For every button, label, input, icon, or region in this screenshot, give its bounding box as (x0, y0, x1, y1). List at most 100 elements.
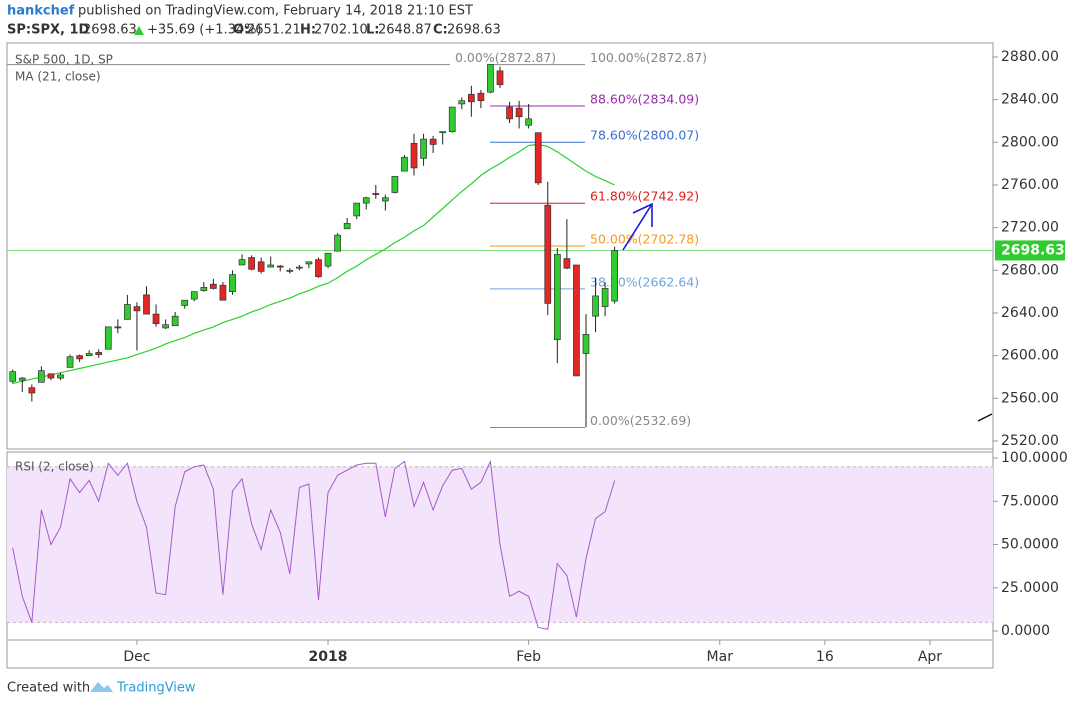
ohlc-value: 2702.10 (314, 23, 368, 38)
candle-body (429, 138, 437, 145)
ohlc-label: O: (233, 23, 249, 38)
candle-body (18, 377, 26, 381)
candle-body (114, 326, 122, 329)
candle-body (458, 100, 466, 105)
candle-body (257, 261, 265, 272)
candle-body (276, 265, 284, 268)
author[interactable]: hankchef (7, 4, 75, 19)
candle-body (133, 306, 141, 312)
candle-body (362, 197, 370, 204)
y-tick-label: 2760.00 (1001, 177, 1059, 193)
candle-body (219, 284, 227, 301)
candle-body (401, 156, 408, 172)
ma-line (12, 143, 615, 384)
x-tick-label: Dec (123, 649, 150, 665)
candle-body (506, 106, 513, 120)
symbol: SP:SPX, 1D (7, 23, 90, 38)
candle-body (534, 132, 542, 184)
y-tick-label: 2560.00 (1001, 390, 1059, 406)
candle-body (85, 353, 93, 357)
ohlc-value: 2651.21 (247, 23, 301, 38)
candle-body (296, 266, 303, 269)
candle-body (171, 315, 179, 327)
y-tick-label: 2680.00 (1001, 262, 1059, 278)
candle-body (248, 257, 255, 270)
up-arrow-icon (134, 26, 144, 35)
ohlc-value: 2698.63 (447, 23, 501, 38)
fib-label: 0.00%(2872.87) (455, 50, 556, 65)
y-tick-label: 25.0000 (1001, 580, 1059, 596)
candle-body (420, 138, 427, 159)
candle-body (477, 92, 485, 102)
x-tick-label: 16 (816, 649, 834, 665)
y-tick-label: 2600.00 (1001, 348, 1059, 364)
candle-body (66, 356, 74, 368)
candle-body (143, 294, 150, 315)
candle-body (448, 106, 456, 132)
fib-label: 78.60%(2800.07) (590, 128, 699, 143)
fib-label: 100.00%(2872.87) (590, 50, 707, 65)
candle-body (9, 371, 17, 382)
fib-label: 88.60%(2834.09) (590, 91, 699, 106)
last: 2698.63 (83, 23, 137, 38)
candle-body (381, 197, 389, 202)
candle-body (353, 202, 361, 217)
candle-body (343, 223, 351, 230)
candle-body (190, 291, 198, 300)
footer-brand[interactable]: TradingView (116, 681, 196, 696)
rsi-line (12, 459, 616, 630)
ohlc-label: H: (300, 23, 316, 38)
candle-body (152, 313, 160, 325)
candle-body (305, 261, 313, 265)
candle-body (38, 370, 45, 383)
candle-body (515, 107, 523, 118)
x-tick-label: 2018 (309, 649, 348, 665)
candle-body (57, 374, 64, 379)
y-tick-label: 50.0000 (1001, 537, 1059, 553)
published: published on TradingView.com, February 1… (78, 4, 473, 19)
candle-body (334, 234, 341, 252)
candle-body (124, 304, 131, 320)
fib-label: 50.00%(2702.78) (590, 232, 699, 247)
candle-body (592, 295, 599, 317)
y-tick-label: 2520.00 (1001, 433, 1059, 449)
y-tick-label: 2880.00 (1001, 49, 1059, 65)
candle-body (324, 252, 332, 267)
ohlc-label: C: (433, 23, 448, 38)
tradingview-logo[interactable] (90, 682, 113, 692)
x-tick-label: Apr (918, 649, 942, 665)
candle-body (95, 352, 103, 355)
legend-entry: MA (21, close) (15, 70, 101, 84)
candle-body (582, 333, 590, 354)
y-tick-label: 0.0000 (1001, 623, 1050, 639)
y-tick-label: 75.0000 (1001, 493, 1059, 509)
candle-body (525, 118, 533, 126)
ohlc-value: 2648.87 (378, 23, 432, 38)
candle-body (573, 264, 580, 377)
candle-body (104, 326, 112, 350)
y-tick-label: 2640.00 (1001, 305, 1059, 321)
fib-label: 61.80%(2742.92) (590, 189, 699, 204)
drawn-arrow-head (632, 202, 653, 227)
footer-created: Created with (7, 681, 90, 696)
y-tick-label: 2800.00 (1001, 134, 1059, 150)
candle-body (238, 259, 246, 266)
candle-body (601, 288, 609, 307)
y-tick-label: 100.0000 (1001, 450, 1068, 466)
candle-body (267, 264, 275, 268)
candle-body (229, 274, 236, 293)
candle-body (162, 324, 169, 329)
candle-body (315, 259, 322, 278)
x-tick-label: Mar (707, 649, 734, 665)
x-tick-label: Feb (516, 649, 541, 665)
candle-body (28, 387, 36, 394)
candle-body (200, 287, 208, 291)
candle-body (410, 143, 418, 169)
candle-body (496, 70, 504, 86)
chart-title: S&P 500, 1D, SP (15, 53, 113, 67)
candle-body (181, 299, 189, 306)
last-price-label: 2698.63 (1001, 242, 1065, 258)
y-tick-label: 2720.00 (1001, 220, 1059, 236)
candle-body (391, 176, 399, 193)
